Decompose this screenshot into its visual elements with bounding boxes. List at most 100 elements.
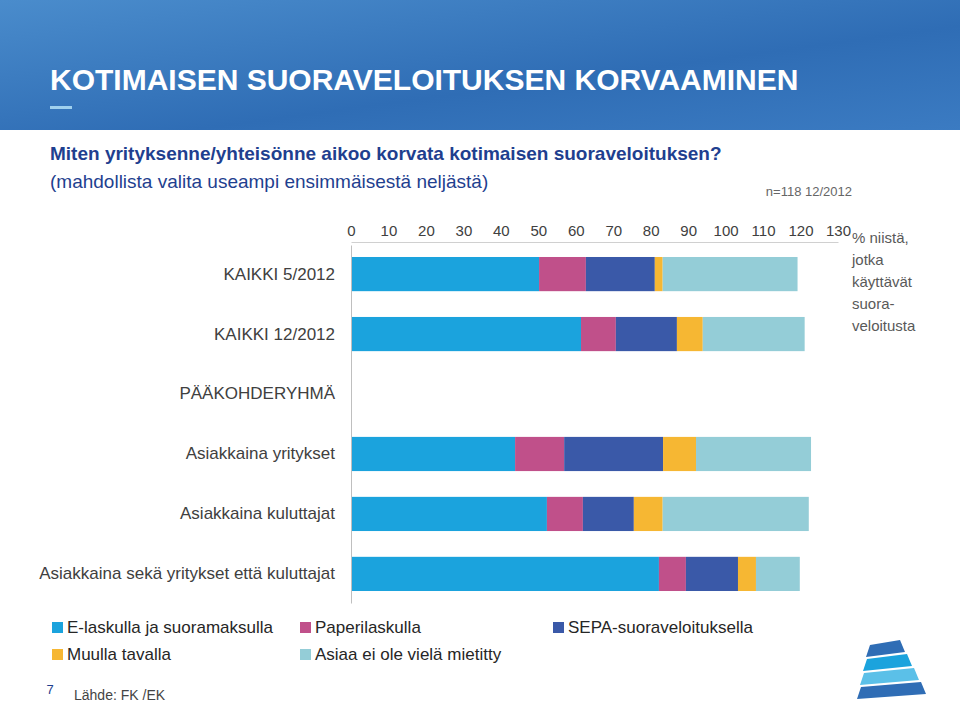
x-tick: 0 (347, 222, 355, 242)
y-axis-line (351, 246, 352, 604)
x-tick-label: 110 (752, 222, 776, 239)
subtitle: Miten yrityksenne/yhteisönne aikoo korva… (50, 143, 722, 164)
title: KOTIMAISEN SUORAVELOITUKSEN KORVAAMINEN (50, 63, 798, 96)
bar-segment (655, 257, 663, 291)
bar-segment (659, 557, 686, 591)
x-tick-label: 120 (789, 222, 814, 239)
category-label: Asiakkaina kuluttajat (180, 504, 335, 523)
x-axis-title: jotka (851, 251, 884, 268)
x-tick: 20 (418, 222, 435, 242)
bar-segment (663, 497, 809, 531)
x-tick-label: 130 (826, 222, 851, 239)
legend-item: SEPA-suoraveloituksella (553, 618, 753, 637)
x-tick: 40 (493, 222, 510, 242)
x-tick-label: 40 (493, 222, 510, 239)
sample-note: n=118 12/2012 (766, 184, 852, 199)
bar-segment (583, 497, 634, 531)
bar-segment (677, 317, 703, 351)
bar-segment (581, 317, 616, 351)
legend-item: Paperilaskulla (300, 618, 421, 637)
logo-stripe (857, 682, 926, 699)
logo (857, 640, 926, 699)
x-tick: 100 (714, 222, 739, 242)
legend-label: Paperilaskulla (315, 618, 421, 637)
y-axis: KAIKKI 5/2012 KAIKKI 12/2012 PÄÄKOHDERYHMÄ… (39, 246, 351, 604)
x-tick: 70 (605, 222, 622, 242)
x-tick-label: 90 (680, 222, 697, 239)
y-tick: Asiakkaina sekä yritykset että kuluttaja… (39, 564, 351, 583)
logo-stripe (863, 654, 912, 671)
legend-label: Asiaa ei ole vielä mietitty (315, 645, 502, 664)
x-tick: 80 (643, 222, 660, 242)
bar-segment (686, 557, 738, 591)
page-number: 7 (46, 682, 53, 697)
x-tick-label: 80 (643, 222, 660, 239)
category-label: Asiakkaina yritykset (186, 444, 336, 463)
y-tick: KAIKKI 5/2012 (223, 265, 351, 284)
bar-segment (586, 257, 655, 291)
category-label: Asiakkaina sekä yritykset että kuluttaja… (39, 564, 335, 583)
legend-item: Muulla tavalla (52, 645, 171, 664)
bar-segment (564, 437, 663, 471)
x-tick-label: 70 (605, 222, 622, 239)
legend-item: Asiaa ei ole vielä mietitty (300, 645, 502, 664)
legend-swatch (300, 649, 311, 660)
x-axis-title: käyttävät (852, 273, 913, 290)
bar-segment (634, 497, 663, 531)
x-tick: 60 (568, 222, 585, 242)
x-tick: 110 (752, 222, 776, 242)
bar-segment (515, 437, 564, 471)
legend-item: E-laskulla ja suoramaksulla (52, 618, 274, 637)
y-tick: Asiakkaina kuluttajat (180, 504, 351, 523)
bar-segment (539, 257, 586, 291)
bar-segment (663, 437, 696, 471)
bar-segment (738, 557, 756, 591)
x-tick-label: 30 (456, 222, 473, 239)
legend-label: SEPA-suoraveloituksella (568, 618, 753, 637)
title-underline (50, 106, 72, 109)
category-label: KAIKKI 12/2012 (214, 324, 335, 343)
x-tick-label: 10 (381, 222, 398, 239)
category-label: KAIKKI 5/2012 (223, 265, 335, 284)
x-axis-line (352, 242, 839, 243)
bar-segment (663, 257, 798, 291)
x-tick: 30 (456, 222, 473, 242)
x-tick-label: 20 (418, 222, 435, 239)
x-tick-label: 50 (530, 222, 547, 239)
x-tick-label: 0 (347, 222, 355, 239)
legend-swatch (52, 622, 63, 633)
bar-segment (756, 557, 800, 591)
legend-label: Muulla tavalla (67, 645, 171, 664)
header-band (0, 0, 960, 130)
bar-segment (351, 437, 515, 471)
legend: E-laskulla ja suoramaksulla Paperilaskull… (52, 618, 753, 664)
x-tick: 10 (381, 222, 398, 242)
bar-segment (351, 497, 547, 531)
x-axis: 0 10 20 30 40 50 60 70 80 90 100 110 120 130 (347, 222, 851, 243)
y-tick: PÄÄKOHDERYHMÄ (179, 384, 351, 403)
x-tick: 50 (530, 222, 547, 242)
bar-segment (351, 557, 659, 591)
bar-segment (351, 257, 539, 291)
y-tick: Asiakkaina yritykset (186, 444, 351, 463)
x-tick: 90 (680, 222, 697, 242)
x-axis-title: % niistä, (852, 229, 909, 246)
x-tick: 130 (826, 222, 851, 242)
y-tick: KAIKKI 12/2012 (214, 324, 351, 343)
bar-segment (616, 317, 677, 351)
x-tick: 120 (789, 222, 814, 242)
x-tick-label: 100 (714, 222, 739, 239)
category-label: PÄÄKOHDERYHMÄ (179, 384, 335, 403)
bars (351, 257, 811, 591)
bar-segment (351, 317, 581, 351)
source: Lähde: FK /EK (74, 687, 166, 703)
bar-segment (696, 437, 811, 471)
logo-stripe (866, 640, 905, 657)
x-axis-title: veloitusta (852, 317, 916, 334)
legend-label: E-laskulla ja suoramaksulla (67, 618, 274, 637)
x-axis-title: suora- (852, 295, 895, 312)
legend-swatch (300, 622, 311, 633)
bar-segment (703, 317, 805, 351)
logo-stripe (860, 668, 919, 685)
slide: KOTIMAISEN SUORAVELOITUKSEN KORVAAMINEN M… (0, 0, 960, 704)
